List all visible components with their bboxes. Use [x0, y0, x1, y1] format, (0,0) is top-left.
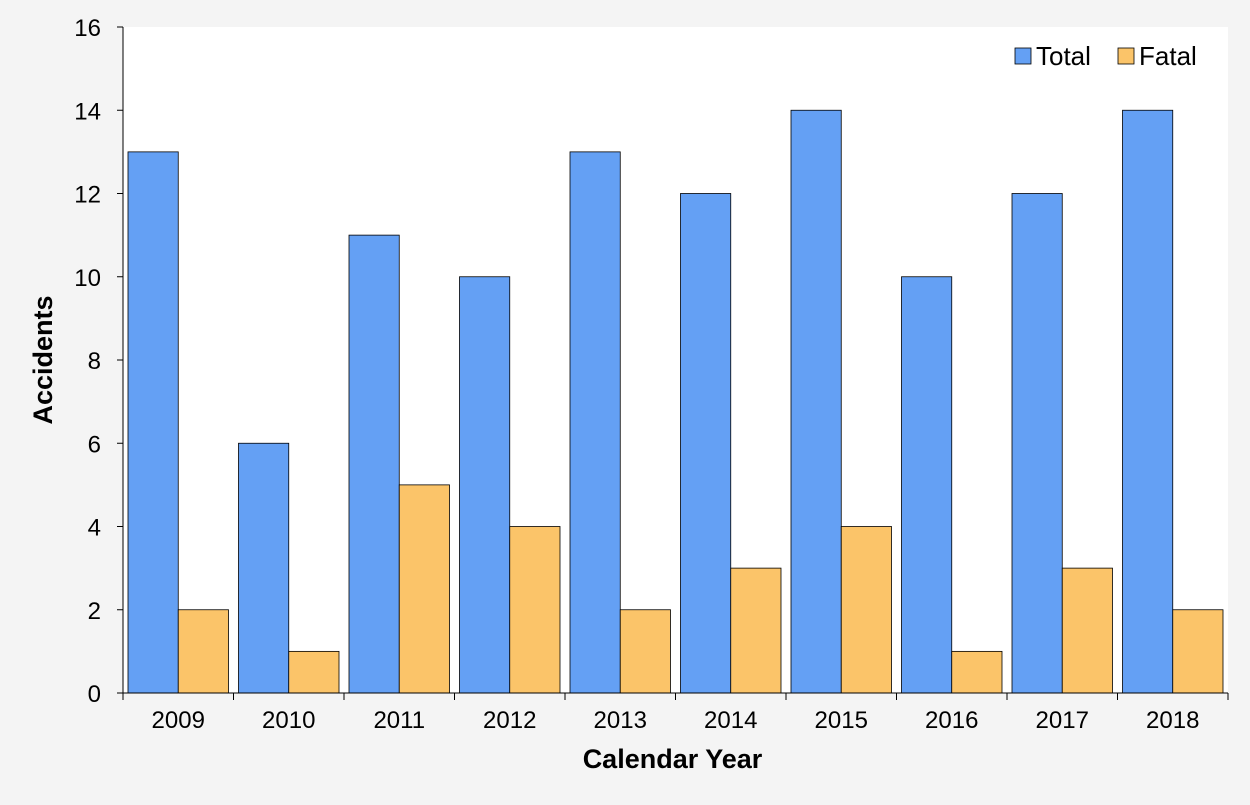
- bar-total-2017: [1011, 193, 1063, 694]
- y-tick-label: 2: [88, 598, 101, 625]
- x-tick-label: 2013: [594, 707, 647, 734]
- y-tick-label: 12: [74, 182, 101, 209]
- bar-total-2013: [569, 151, 621, 694]
- x-axis-title: Calendar Year: [583, 744, 763, 774]
- y-tick-label: 0: [88, 681, 101, 708]
- bar-fatal-2015: [840, 526, 892, 694]
- bar-total-2010: [238, 442, 290, 694]
- x-ticks-group: 2009 2010 2011 2012 2013 2014 2015 2016 2017 2018: [122, 693, 1229, 734]
- bar-total-2016: [901, 276, 953, 694]
- bar-total-2014: [680, 193, 732, 694]
- legend-swatch-total: [1014, 47, 1032, 65]
- y-tick-label: 4: [88, 515, 101, 542]
- x-tick-label: 2017: [1036, 707, 1089, 734]
- x-tick-label: 2012: [483, 707, 536, 734]
- bar-fatal-2012: [509, 526, 561, 694]
- legend-swatch-fatal: [1117, 47, 1135, 65]
- x-tick-label: 2018: [1146, 707, 1199, 734]
- bar-total-2015: [790, 109, 842, 694]
- bar-fatal-2016: [951, 650, 1003, 694]
- bar-total-2012: [459, 276, 511, 694]
- legend: Total Fatal: [1014, 41, 1197, 71]
- bar-fatal-2014: [730, 567, 782, 694]
- y-axis-title: Accidents: [28, 295, 58, 424]
- bar-total-2009: [127, 151, 179, 694]
- bar-total-2018: [1122, 109, 1174, 694]
- x-tick-label: 2009: [152, 707, 205, 734]
- legend-label-total: Total: [1036, 41, 1091, 71]
- x-tick-label: 2016: [925, 707, 978, 734]
- y-tick-label: 14: [74, 98, 101, 125]
- bar-total-2011: [348, 234, 400, 694]
- x-tick-label: 2014: [704, 707, 757, 734]
- y-ticks-group: 0 2 4 6 8 10 12 14 16: [74, 15, 123, 708]
- bar-fatal-2009: [177, 609, 229, 694]
- bar-fatal-2013: [619, 609, 671, 694]
- x-tick-label: 2011: [373, 707, 425, 734]
- bars-group: [127, 109, 1224, 694]
- y-tick-label: 8: [88, 348, 101, 375]
- bar-fatal-2018: [1172, 609, 1224, 694]
- legend-label-fatal: Fatal: [1139, 41, 1197, 71]
- y-tick-label: 10: [74, 265, 101, 292]
- y-tick-label: 16: [74, 15, 101, 42]
- bar-fatal-2010: [288, 650, 340, 694]
- bar-fatal-2017: [1061, 567, 1113, 694]
- x-tick-label: 2010: [262, 707, 315, 734]
- y-tick-label: 6: [88, 431, 101, 458]
- bar-fatal-2011: [398, 484, 450, 694]
- x-tick-label: 2015: [815, 707, 868, 734]
